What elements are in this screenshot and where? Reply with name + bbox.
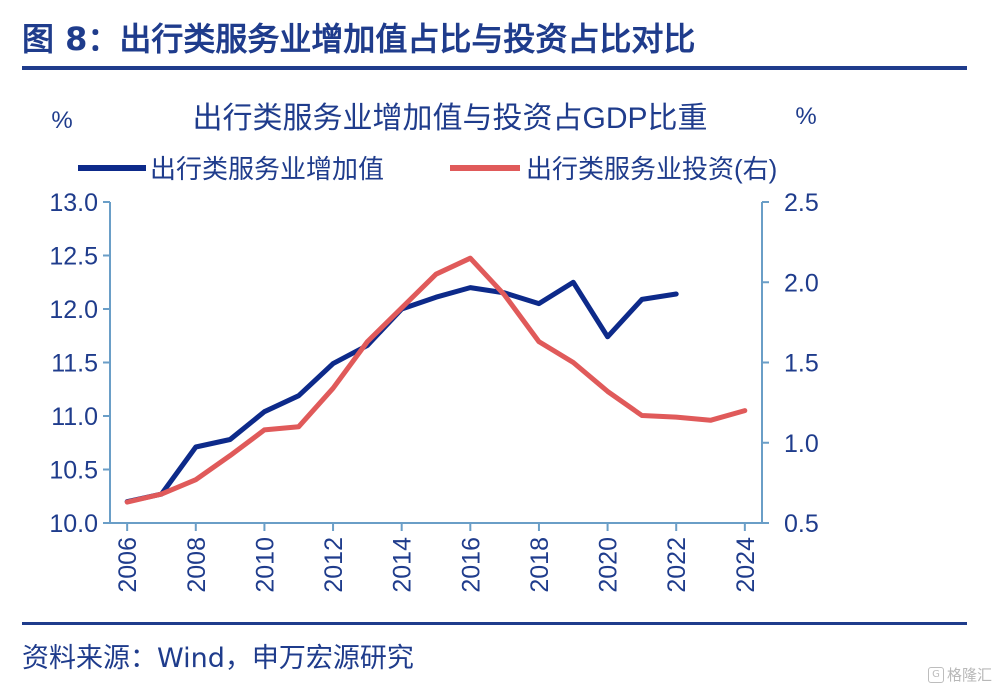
data-point xyxy=(571,360,576,365)
right-tick-label: 0.5 xyxy=(784,510,819,538)
x-tick-label: 2016 xyxy=(457,537,485,593)
data-point xyxy=(193,445,198,450)
data-point xyxy=(228,437,233,442)
data-point xyxy=(536,301,541,306)
x-tick-label: 2012 xyxy=(320,537,348,593)
data-point xyxy=(708,418,713,423)
data-point xyxy=(399,305,404,310)
data-point xyxy=(571,280,576,285)
data-point xyxy=(434,272,438,277)
data-point xyxy=(605,389,610,394)
x-tick-label: 2006 xyxy=(114,537,142,593)
watermark: G 格隆汇 xyxy=(928,664,992,685)
chart-title: 出行类服务业增加值与投资占GDP比重 xyxy=(192,102,707,135)
data-point xyxy=(674,415,679,420)
left-tick-label: 10.5 xyxy=(49,457,98,485)
left-tick-label: 12.5 xyxy=(49,243,98,271)
left-tick-label: 12.0 xyxy=(49,296,98,324)
x-tick-label: 2018 xyxy=(526,537,554,593)
data-point xyxy=(639,297,644,302)
legend-label-investment: 出行类服务业投资(右) xyxy=(526,154,777,184)
series-layer xyxy=(124,255,748,505)
data-point xyxy=(296,424,301,429)
data-point xyxy=(228,453,233,458)
legend: 出行类服务业增加值 出行类服务业投资(右) xyxy=(78,154,777,184)
left-tick-label: 11.0 xyxy=(51,403,98,431)
right-tick-label: 1.5 xyxy=(784,350,819,378)
x-tick-label: 2008 xyxy=(183,537,211,593)
data-point xyxy=(296,393,301,398)
source-note: 资料来源：Wind，申万宏源研究 xyxy=(22,643,414,674)
data-point xyxy=(262,427,267,432)
data-point xyxy=(605,334,610,339)
figure-title: 图 8：出行类服务业增加值占比与投资占比对比 xyxy=(22,20,696,58)
x-tick-label: 2020 xyxy=(595,537,623,593)
x-tick-label: 2014 xyxy=(389,537,417,593)
watermark-logo-icon: G xyxy=(928,666,944,683)
x-tick-label: 2010 xyxy=(251,537,279,593)
data-point xyxy=(125,500,130,505)
watermark-text: 格隆汇 xyxy=(947,666,993,684)
x-tick-label: 2022 xyxy=(663,537,691,593)
data-point xyxy=(536,339,541,344)
axes: 10.0 10.5 11.0 11.5 12.0 12.5 13.0 0.5 1.0 1.5 2.0… xyxy=(49,189,818,593)
right-axis-unit: % xyxy=(795,103,816,130)
data-point xyxy=(365,339,370,344)
data-point xyxy=(193,477,198,482)
right-tick-label: 2.0 xyxy=(784,269,819,297)
left-axis-unit: % xyxy=(51,107,72,134)
data-point xyxy=(502,293,507,298)
data-point xyxy=(331,386,336,391)
source-rule xyxy=(22,622,967,625)
data-point xyxy=(742,408,747,413)
data-point xyxy=(674,292,679,297)
left-tick-label: 10.0 xyxy=(49,510,98,538)
left-tick-label: 11.5 xyxy=(51,350,98,378)
data-point xyxy=(262,409,267,414)
left-tick-label: 13.0 xyxy=(49,189,98,217)
data-point xyxy=(159,492,164,497)
right-tick-label: 1.0 xyxy=(784,430,819,458)
x-tick-label: 2024 xyxy=(732,537,760,593)
data-point xyxy=(331,361,336,366)
right-tick-label: 2.5 xyxy=(784,189,819,217)
data-point xyxy=(639,413,644,418)
data-point xyxy=(468,256,473,261)
title-rule xyxy=(22,66,967,70)
legend-label-value-added: 出行类服务业增加值 xyxy=(150,154,384,184)
data-point xyxy=(434,295,438,300)
data-point xyxy=(468,285,473,290)
